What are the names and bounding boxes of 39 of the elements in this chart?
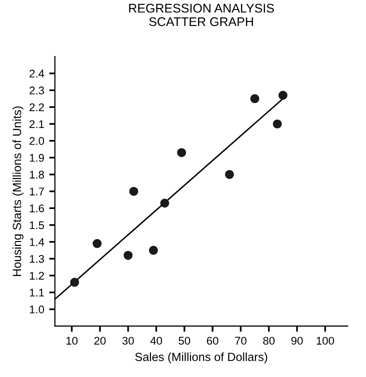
point bbox=[177, 148, 186, 158]
y-tick-label: 1.3 bbox=[30, 254, 44, 263]
point bbox=[70, 278, 80, 287]
y-tick-label: 1.6 bbox=[30, 204, 44, 212]
y-tick-label: 2.2 bbox=[30, 103, 44, 112]
y-tick-label: 1.9 bbox=[30, 154, 44, 162]
y-tick-label: 2.0 bbox=[30, 137, 44, 145]
x-axis-title: Sales (Millions of Dollars) bbox=[135, 352, 268, 364]
x-tick-label: 20 bbox=[94, 336, 106, 345]
x-tick-label: 10 bbox=[66, 336, 78, 345]
y-tick-label: 2.3 bbox=[30, 86, 44, 94]
point bbox=[124, 250, 133, 260]
y-tick-label: 1.2 bbox=[30, 272, 44, 280]
x-tick-label: 80 bbox=[263, 336, 275, 345]
point bbox=[278, 90, 288, 100]
x-tick-label: 90 bbox=[291, 336, 303, 345]
x-tick-label: 50 bbox=[178, 336, 190, 345]
point bbox=[272, 119, 282, 128]
y-tick-label: 1.7 bbox=[30, 188, 44, 196]
point bbox=[129, 186, 138, 196]
point bbox=[148, 246, 158, 255]
y-tick-label: 2.4 bbox=[30, 70, 44, 78]
point bbox=[92, 239, 102, 248]
x-tick-label: 40 bbox=[150, 336, 162, 345]
x-tick-label: 30 bbox=[122, 336, 134, 345]
y-axis-title: Housing Starts (Millions of Units) bbox=[12, 106, 24, 276]
point bbox=[160, 198, 170, 208]
chart-title: REGRESSION ANALYSIS SCATTER GRAPH bbox=[129, 4, 274, 26]
y-tick-label: 1.8 bbox=[30, 170, 44, 179]
y-tick-label: 1.4 bbox=[30, 238, 44, 246]
y-tick-label: 1.0 bbox=[30, 306, 44, 314]
x-tick-label: 60 bbox=[206, 336, 218, 345]
y-tick-label: 2.1 bbox=[30, 120, 44, 128]
x-tick-label: 70 bbox=[235, 336, 246, 345]
y-tick-label: 1.5 bbox=[30, 221, 44, 230]
y-tick-label: 1.1 bbox=[30, 288, 44, 296]
point bbox=[250, 94, 260, 104]
point bbox=[224, 170, 234, 179]
x-tick-label: 100 bbox=[316, 336, 334, 345]
